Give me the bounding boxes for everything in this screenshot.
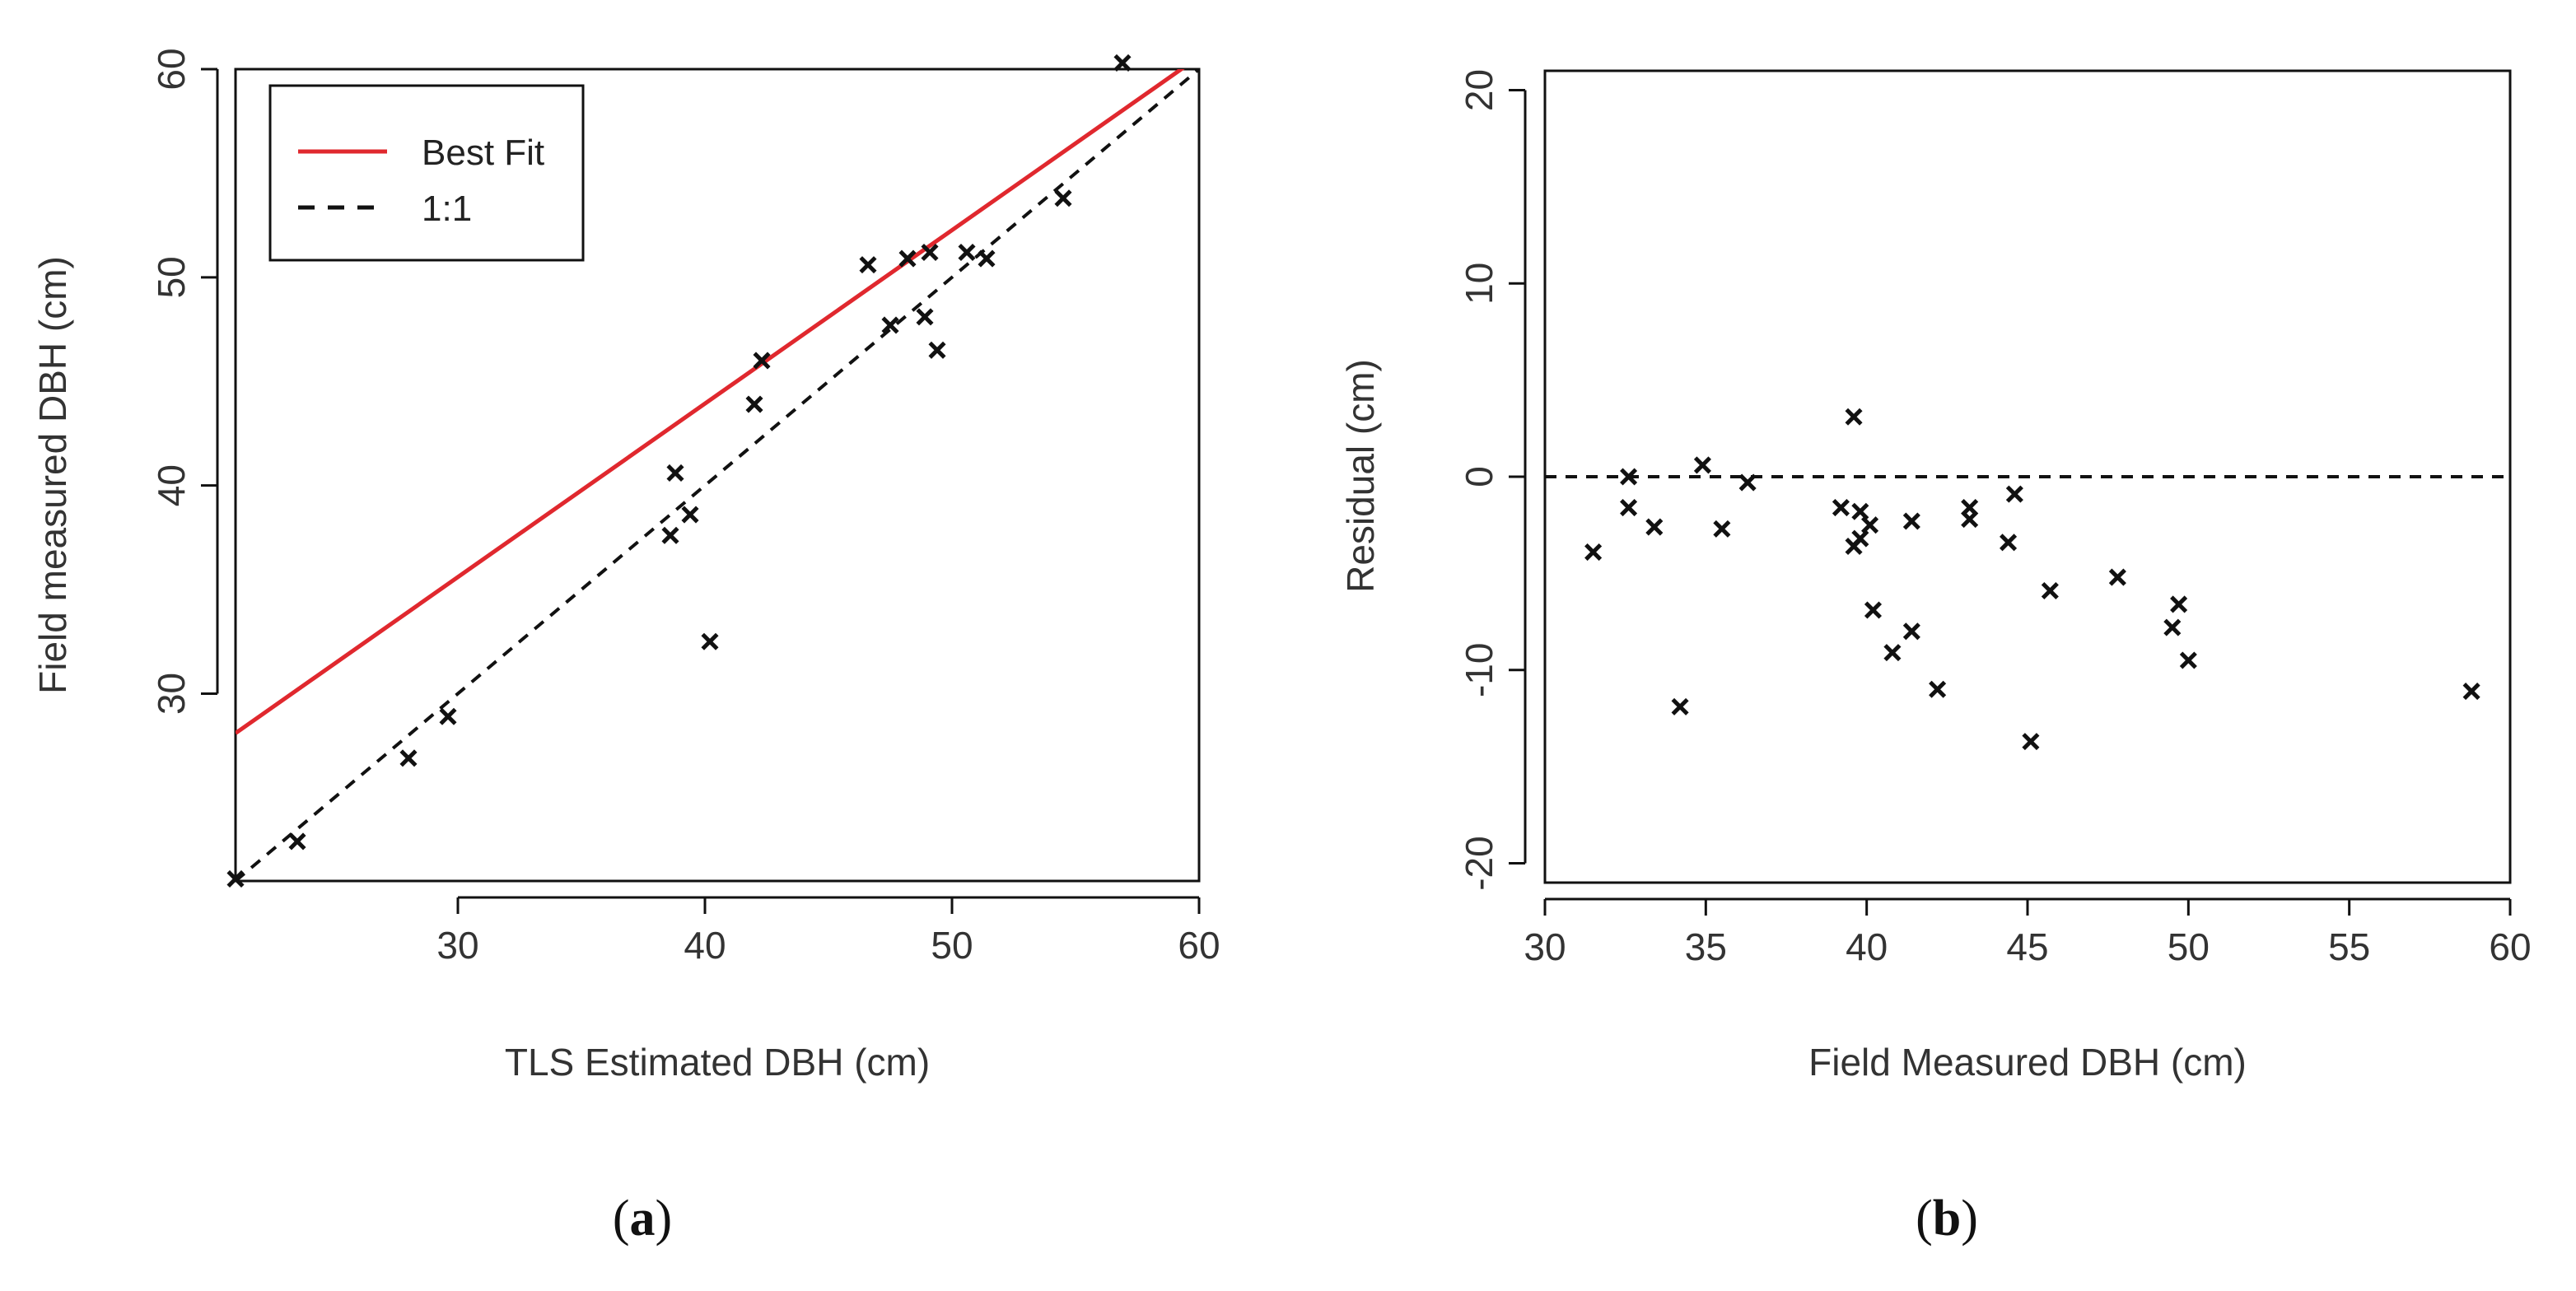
data-point xyxy=(1845,408,1863,426)
data-point xyxy=(2022,733,2040,751)
data-point xyxy=(1861,516,1879,534)
x-tick-label: 30 xyxy=(1524,925,1566,968)
y-tick-label: 60 xyxy=(150,48,193,90)
data-point xyxy=(1584,543,1603,562)
data-point xyxy=(2000,534,2018,552)
data-point xyxy=(1738,473,1757,492)
panel-a-x-axis-title: TLS Estimated DBH (cm) xyxy=(505,1041,930,1084)
data-point xyxy=(1902,512,1920,530)
y-tick-label: 20 xyxy=(1458,69,1500,111)
legend: Best Fit 1:1 xyxy=(268,84,585,262)
data-point xyxy=(958,243,976,262)
best-fit-line xyxy=(236,69,1185,735)
data-point xyxy=(916,308,934,326)
y-tick-label: 10 xyxy=(1458,263,1500,305)
data-point xyxy=(1054,189,1072,207)
data-point xyxy=(881,316,899,334)
data-point xyxy=(2462,683,2480,701)
panel-a-points xyxy=(226,54,1132,888)
data-point xyxy=(2108,568,2126,586)
data-point xyxy=(1851,529,1869,548)
data-point xyxy=(1113,54,1132,72)
y-tick-label: -20 xyxy=(1458,836,1500,890)
x-tick-label: 30 xyxy=(436,924,478,967)
panel-b-y-axis: -20 -10 0 10 20 xyxy=(1458,69,1527,891)
x-tick-label: 35 xyxy=(1685,925,1727,968)
y-tick-label: 40 xyxy=(150,464,193,506)
panel-b-label: (b) xyxy=(1916,1191,1978,1247)
data-point xyxy=(1620,468,1638,486)
data-point xyxy=(898,249,917,268)
data-point xyxy=(1929,680,1947,698)
y-tick-label: 0 xyxy=(1458,466,1500,487)
panel-b-x-axis-title: Field Measured DBH (cm) xyxy=(1808,1041,2247,1084)
data-point xyxy=(399,749,418,767)
data-point xyxy=(1864,601,1883,619)
data-point xyxy=(2163,618,2182,636)
data-point xyxy=(1645,518,1664,536)
data-point xyxy=(1961,499,1979,517)
panel-a-lines xyxy=(236,69,1199,881)
data-point xyxy=(745,395,763,413)
data-point xyxy=(978,249,996,268)
data-point xyxy=(288,832,306,851)
panel-b-points xyxy=(1584,408,2480,751)
data-point xyxy=(1693,456,1711,474)
data-point xyxy=(1832,499,1850,517)
data-point xyxy=(2005,485,2023,503)
x-tick-label: 50 xyxy=(2168,925,2210,968)
legend-label-one-to-one: 1:1 xyxy=(422,189,472,229)
x-tick-label: 45 xyxy=(2006,925,2048,968)
x-tick-label: 50 xyxy=(931,924,973,967)
data-point xyxy=(2041,581,2059,600)
panel-a-x-axis: 30 40 50 60 xyxy=(436,896,1220,967)
data-point xyxy=(928,341,946,359)
data-point xyxy=(2179,651,2197,669)
data-point xyxy=(1961,510,1979,529)
panel-a-plot-frame xyxy=(234,68,1201,883)
x-tick-label: 40 xyxy=(1846,925,1888,968)
data-point xyxy=(1713,520,1731,538)
x-tick-label: 60 xyxy=(2489,925,2531,968)
one-to-one-line xyxy=(236,69,1199,881)
panel-a-y-axis-title: Field measured DBH (cm) xyxy=(31,256,74,694)
data-point xyxy=(1620,499,1638,517)
data-point xyxy=(439,707,457,725)
data-point xyxy=(666,464,684,482)
data-point xyxy=(701,632,719,650)
data-point xyxy=(1883,644,1902,662)
x-tick-label: 40 xyxy=(684,924,726,967)
panel-a-chart: 30 40 50 60 30 40 50 60 Best Fit 1:1 TLS Estim… xyxy=(31,48,1220,1247)
legend-box xyxy=(268,84,585,262)
x-tick-label: 60 xyxy=(1178,924,1220,967)
data-point xyxy=(226,869,245,888)
y-tick-label: 50 xyxy=(150,256,193,298)
panel-b-y-axis-title: Residual (cm) xyxy=(1339,359,1382,593)
data-point xyxy=(661,526,679,544)
legend-label-best-fit: Best Fit xyxy=(422,133,544,173)
data-point xyxy=(753,352,771,370)
y-tick-label: -10 xyxy=(1458,643,1500,697)
data-point xyxy=(859,256,877,274)
panel-b-x-axis: 30 35 40 45 50 55 60 xyxy=(1524,897,2532,968)
panel-a-label: (a) xyxy=(613,1191,672,1247)
x-tick-label: 55 xyxy=(2328,925,2370,968)
panel-b-chart: 30 35 40 45 50 55 60 -20 -10 0 10 20 Field Measure… xyxy=(1339,69,2532,1247)
y-tick-label: 30 xyxy=(150,673,193,715)
data-point xyxy=(1902,622,1920,641)
data-point xyxy=(2170,595,2188,613)
data-point xyxy=(1671,697,1689,715)
data-point xyxy=(921,243,939,262)
panel-a-y-axis: 30 40 50 60 xyxy=(150,48,219,715)
data-point xyxy=(1851,502,1869,520)
data-point xyxy=(681,506,699,524)
